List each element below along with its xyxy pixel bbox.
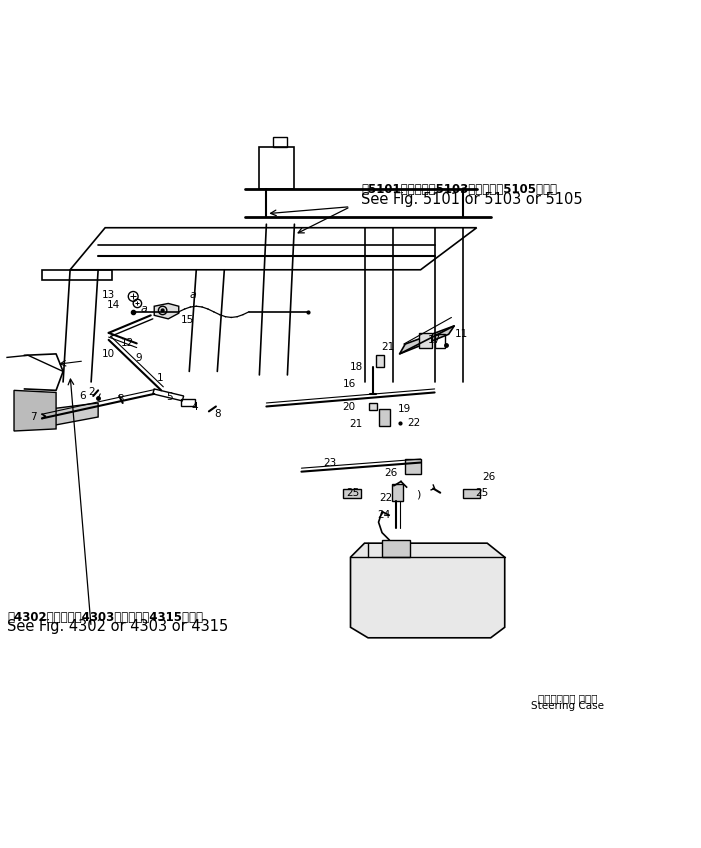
Text: 16: 16: [343, 379, 355, 389]
Text: 20: 20: [343, 402, 355, 412]
Text: 18: 18: [350, 361, 362, 371]
Circle shape: [161, 309, 164, 312]
Text: 26: 26: [483, 471, 496, 482]
Text: 7: 7: [30, 412, 37, 422]
Text: 5: 5: [166, 393, 173, 402]
Text: 26: 26: [385, 468, 397, 478]
Text: 21: 21: [350, 419, 362, 429]
Text: 24: 24: [378, 510, 390, 520]
Text: 8: 8: [214, 410, 221, 419]
Bar: [376, 355, 384, 366]
Bar: [259, 147, 294, 189]
Text: 13: 13: [102, 290, 115, 300]
Text: 22: 22: [379, 493, 392, 503]
Text: 9: 9: [135, 353, 142, 363]
Text: 10: 10: [102, 349, 115, 359]
Text: 第4302図または第4303図または第4315図参照: 第4302図または第4303図または第4315図参照: [7, 611, 203, 624]
Text: 14: 14: [107, 300, 120, 310]
Text: See Fig. 4302 or 4303 or 4315: See Fig. 4302 or 4303 or 4315: [7, 619, 229, 634]
Text: See Fig. 5101 or 5103 or 5105: See Fig. 5101 or 5103 or 5105: [361, 192, 583, 207]
Bar: [419, 333, 432, 349]
Text: 4: 4: [191, 402, 198, 412]
Text: 12: 12: [121, 338, 134, 348]
Polygon shape: [42, 403, 98, 427]
Text: 19: 19: [398, 404, 411, 414]
Text: ): ): [416, 489, 420, 499]
Polygon shape: [350, 544, 505, 638]
Text: 25: 25: [346, 488, 359, 498]
Text: a: a: [140, 304, 147, 314]
Bar: [379, 409, 390, 426]
Text: 2: 2: [88, 388, 95, 398]
Text: 第5101図または第5103図または第5105図参照: 第5101図または第5103図または第5105図参照: [361, 183, 557, 196]
Text: 15: 15: [182, 315, 194, 326]
Bar: [463, 489, 480, 498]
Bar: [181, 399, 195, 406]
Polygon shape: [154, 304, 179, 319]
Text: a: a: [189, 290, 196, 300]
Text: 22: 22: [407, 417, 420, 427]
Text: 6: 6: [79, 391, 86, 401]
Polygon shape: [400, 326, 454, 354]
Text: 11: 11: [455, 329, 468, 339]
Bar: [273, 137, 287, 147]
Bar: [369, 403, 377, 410]
Text: 17: 17: [428, 335, 441, 345]
Text: ステアリング ケース: ステアリング ケース: [538, 693, 597, 703]
Text: 23: 23: [323, 458, 336, 467]
Bar: [392, 483, 403, 501]
Bar: [382, 539, 410, 557]
Bar: [343, 489, 361, 498]
Bar: [435, 334, 445, 349]
Text: 3: 3: [117, 393, 124, 404]
Polygon shape: [14, 390, 56, 431]
Bar: [405, 459, 421, 475]
Text: 21: 21: [382, 342, 395, 352]
Text: 1: 1: [156, 373, 163, 383]
Text: Steering Case: Steering Case: [531, 701, 604, 711]
Text: 25: 25: [476, 488, 489, 498]
